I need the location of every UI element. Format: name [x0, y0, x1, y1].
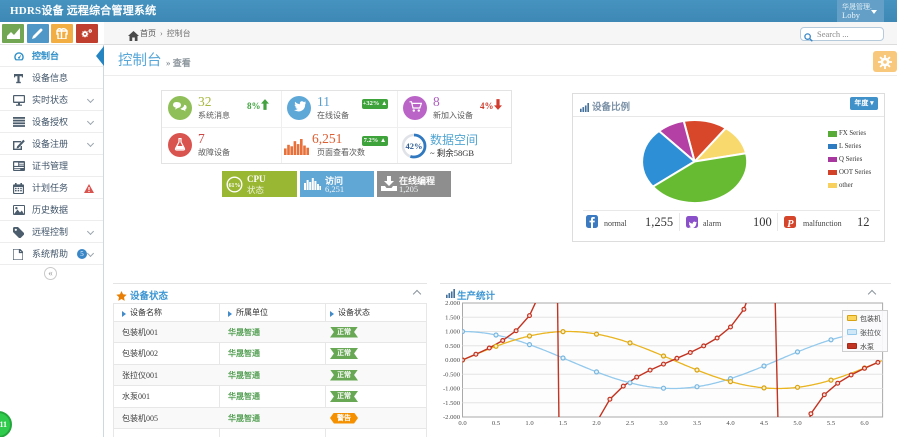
svg-text:3.0: 3.0 — [659, 420, 668, 427]
svg-text:-2.000: -2.000 — [443, 414, 461, 421]
svg-text:5.5: 5.5 — [827, 420, 836, 427]
svg-text:P: P — [787, 219, 794, 229]
svg-text:2.0: 2.0 — [592, 420, 601, 427]
svg-text:1.500: 1.500 — [445, 315, 461, 322]
svg-text:6.0: 6.0 — [860, 420, 869, 427]
svg-text:2.5: 2.5 — [626, 420, 635, 427]
svg-text:61%: 61% — [229, 183, 241, 189]
svg-text:5.0: 5.0 — [793, 420, 802, 427]
svg-text:1.000: 1.000 — [445, 329, 461, 336]
svg-text:-0.500: -0.500 — [443, 372, 461, 379]
svg-text:1.0: 1.0 — [525, 420, 534, 427]
svg-text:-1.000: -1.000 — [443, 386, 461, 393]
svg-text:3.5: 3.5 — [693, 420, 702, 427]
svg-text:0.000: 0.000 — [445, 357, 461, 364]
svg-text:0.500: 0.500 — [445, 343, 461, 350]
svg-text:4.0: 4.0 — [726, 420, 735, 427]
svg-text:0.0: 0.0 — [458, 420, 467, 427]
svg-text:2.000: 2.000 — [445, 300, 461, 307]
svg-text:-1.500: -1.500 — [443, 400, 461, 407]
svg-text:1.5: 1.5 — [559, 420, 568, 427]
svg-text:0.5: 0.5 — [492, 420, 501, 427]
svg-text:42%: 42% — [406, 141, 423, 151]
svg-text:4.5: 4.5 — [760, 420, 769, 427]
